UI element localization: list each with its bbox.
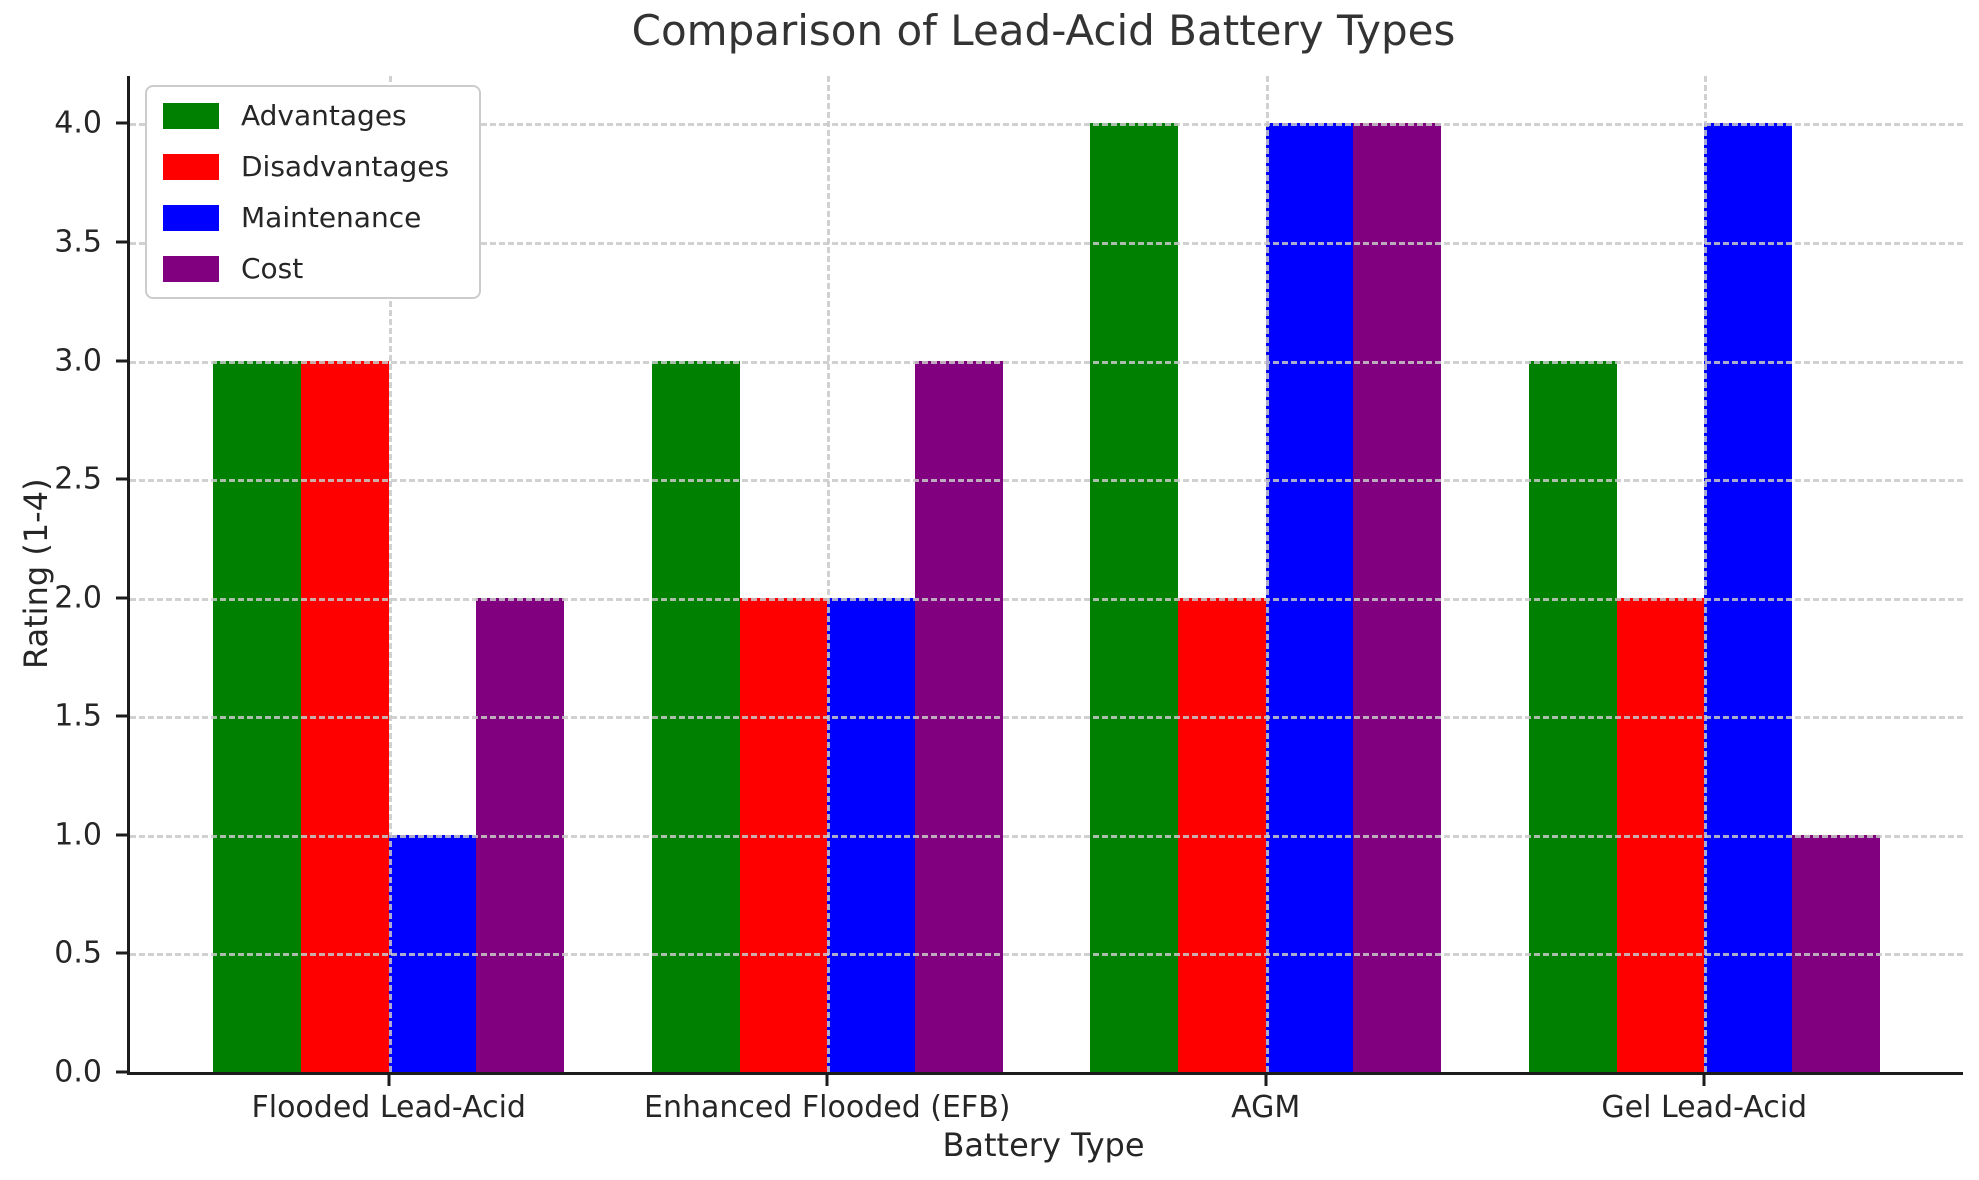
x-tick-mark (1702, 1075, 1706, 1086)
bar-maintenance-0 (388, 834, 477, 1072)
legend-swatch-disadvantages (163, 153, 219, 180)
legend-label: Maintenance (241, 201, 422, 234)
y-tick-mark (116, 714, 127, 718)
y-tick-label: 3.0 (54, 343, 102, 379)
legend-item: Advantages (163, 99, 449, 132)
bar-maintenance-1 (827, 597, 915, 1072)
y-gridline (130, 360, 1963, 364)
bar-advantages-0 (213, 360, 302, 1072)
bar-cost-3 (1791, 834, 1880, 1072)
legend-label: Disadvantages (241, 150, 450, 183)
bar-disadvantages-2 (1178, 597, 1266, 1072)
chart-title: Comparison of Lead-Acid Battery Types (631, 6, 1456, 55)
legend-swatch-advantages (163, 102, 219, 129)
x-tick-label: Flooded Lead-Acid (251, 1090, 526, 1125)
legend-swatch-maintenance (163, 204, 219, 231)
y-tick-label: 1.0 (54, 817, 102, 853)
y-tick-mark (116, 359, 127, 363)
x-tick-mark (1264, 1075, 1268, 1086)
bar-maintenance-2 (1265, 123, 1354, 1072)
x-tick-mark (825, 1075, 829, 1086)
y-tick-label: 0.5 (54, 935, 102, 971)
y-tick-mark (116, 833, 127, 837)
y-tick-mark (116, 951, 127, 955)
bar-advantages-2 (1090, 123, 1179, 1072)
legend-label: Cost (241, 252, 304, 285)
y-axis-label: Rating (1-4) (17, 478, 55, 670)
legend-item: Maintenance (163, 201, 449, 234)
y-tick-label: 3.5 (54, 224, 102, 260)
x-tick-label: Enhanced Flooded (EFB) (643, 1090, 1011, 1125)
legend-label: Advantages (241, 99, 407, 132)
y-tick-mark (116, 596, 127, 600)
bar-advantages-1 (651, 360, 740, 1072)
bar-disadvantages-0 (301, 360, 389, 1072)
y-tick-label: 0.0 (54, 1054, 102, 1090)
bar-maintenance-3 (1704, 123, 1792, 1072)
y-tick-mark (116, 1070, 127, 1074)
bar-disadvantages-3 (1616, 597, 1705, 1072)
y-tick-mark (116, 121, 127, 125)
x-tick-label: AGM (1231, 1090, 1301, 1125)
plot-area: 0.0 0.5 1.0 1.5 2.0 2.5 3.0 3.5 4.0 Flooded Lead-… (54, 76, 1963, 1125)
bar-advantages-3 (1528, 360, 1617, 1072)
legend-item: Cost (163, 252, 449, 285)
y-tick-label: 2.0 (54, 580, 102, 616)
bar-cost-1 (914, 360, 1003, 1072)
x-axis-label: Battery Type (942, 1126, 1145, 1164)
legend-swatch-cost (163, 255, 219, 282)
bar-cost-2 (1353, 123, 1442, 1072)
y-tick-mark (116, 477, 127, 481)
x-tick-mark (387, 1075, 391, 1086)
bar-cost-0 (476, 597, 565, 1072)
bar-disadvantages-1 (739, 597, 828, 1072)
y-tick-label: 4.0 (54, 105, 102, 141)
legend-item: Disadvantages (163, 150, 449, 183)
y-tick-mark (116, 240, 127, 244)
y-gridline (130, 479, 1963, 483)
y-tick-label: 2.5 (54, 461, 102, 497)
legend: Advantages Disadvantages Maintenance Cost (145, 85, 482, 299)
y-tick-label: 1.5 (54, 698, 102, 734)
x-tick-label: Gel Lead-Acid (1601, 1090, 1808, 1125)
